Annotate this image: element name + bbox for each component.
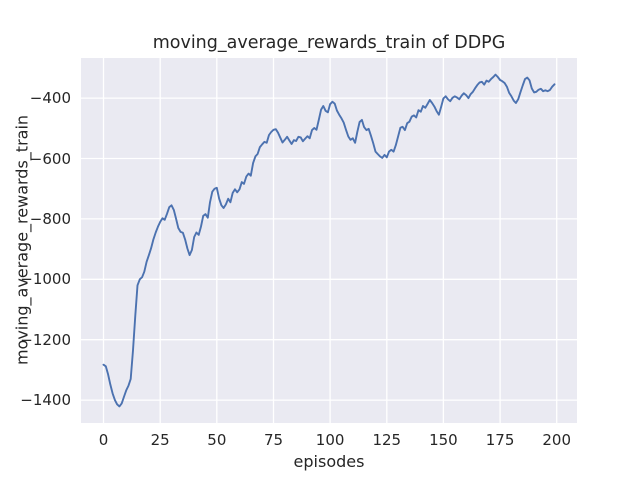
y-tick-label: −600 [29,149,71,168]
x-tick-label: 50 [207,431,227,449]
x-tick-label: 175 [485,431,515,449]
x-tick-label: 150 [429,431,458,449]
y-tick-label: −1400 [20,391,71,410]
y-tick-label: −1200 [20,330,71,349]
y-tick-label: −400 [29,89,71,108]
x-tick-label: 100 [315,431,345,449]
x-tick-label: 75 [263,431,284,449]
chart-title: moving_average_rewards_train of DDPG [152,33,506,53]
reward-line [102,73,556,408]
x-tick-label: 125 [372,431,402,449]
x-axis-label: episodes [293,452,365,471]
x-tick-label: 0 [98,431,109,449]
x-tick-label: 200 [542,431,572,449]
y-tick-label: −800 [29,209,71,228]
chart-svg [81,58,577,423]
x-tick-label: 25 [150,431,170,449]
y-tick-label: −1000 [20,270,71,289]
plot-area [81,58,577,423]
gridlines [81,58,577,423]
